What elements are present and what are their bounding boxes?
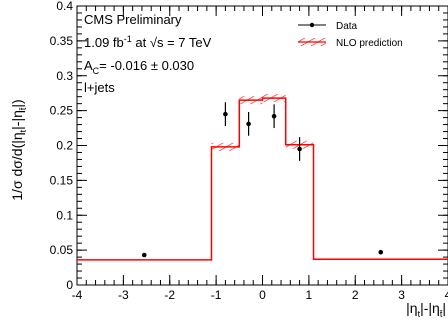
x-tick-label: -1 (211, 288, 222, 302)
asymmetry-label: AC= -0.016 ± 0.030 (84, 58, 194, 76)
legend-label-nlo: NLO prediction (336, 38, 403, 49)
y-tick-labels: 0 0.05 0.1 0.15 0.2 0.25 0.3 0.35 0.4 (50, 0, 74, 292)
data-point (271, 113, 277, 119)
y-tick-label: 0.05 (50, 243, 74, 257)
axis-ticks (76, 5, 448, 286)
x-tick-label: 2 (352, 288, 359, 302)
x-tick-label: 0 (259, 288, 266, 302)
data-point (223, 111, 228, 117)
y-tick-label: 0 (66, 278, 73, 292)
x-tick-label: 1 (306, 288, 313, 302)
legend-item-nlo: NLO prediction (298, 38, 403, 49)
y-tick-label: 0.2 (56, 139, 73, 153)
x-tick-label: -2 (164, 288, 175, 302)
y-tick-label: 0.35 (50, 34, 74, 48)
nlo-step-line (77, 97, 448, 261)
channel-label: l+jets (84, 80, 115, 95)
y-tick-label: 0.15 (50, 173, 74, 187)
x-tick-label: -3 (118, 288, 129, 302)
y-axis-title: 1/σ dσ/d(|ηt|-|ηt̄|) (9, 99, 28, 200)
data-point (297, 146, 302, 152)
y-tick-label: 0.3 (56, 69, 73, 83)
data-series (141, 102, 384, 258)
data-point (141, 252, 147, 258)
legend-label-data: Data (336, 21, 358, 32)
y-tick-label: 0.1 (56, 208, 73, 222)
y-tick-label: 0.25 (50, 104, 74, 118)
x-axis-title: |ηt|-|ηt̄| (406, 300, 446, 319)
legend-item-data: Data (298, 21, 358, 32)
x-tick-label: -4 (72, 288, 83, 302)
legend: Data NLO prediction (298, 21, 403, 49)
x-tick-label: 3 (398, 288, 405, 302)
data-point (246, 121, 251, 127)
y-tick-label: 0.4 (56, 0, 73, 13)
data-point (378, 249, 384, 255)
cms-preliminary-label: CMS Preliminary (84, 12, 182, 27)
x-tick-labels: -4 -3 -2 -1 0 1 2 3 4 (72, 288, 448, 302)
nlo-prediction-series (77, 94, 448, 261)
x-tick-label: 4 (445, 288, 448, 302)
luminosity-label: 1.09 fb-1 at √s = 7 TeV (84, 34, 212, 50)
